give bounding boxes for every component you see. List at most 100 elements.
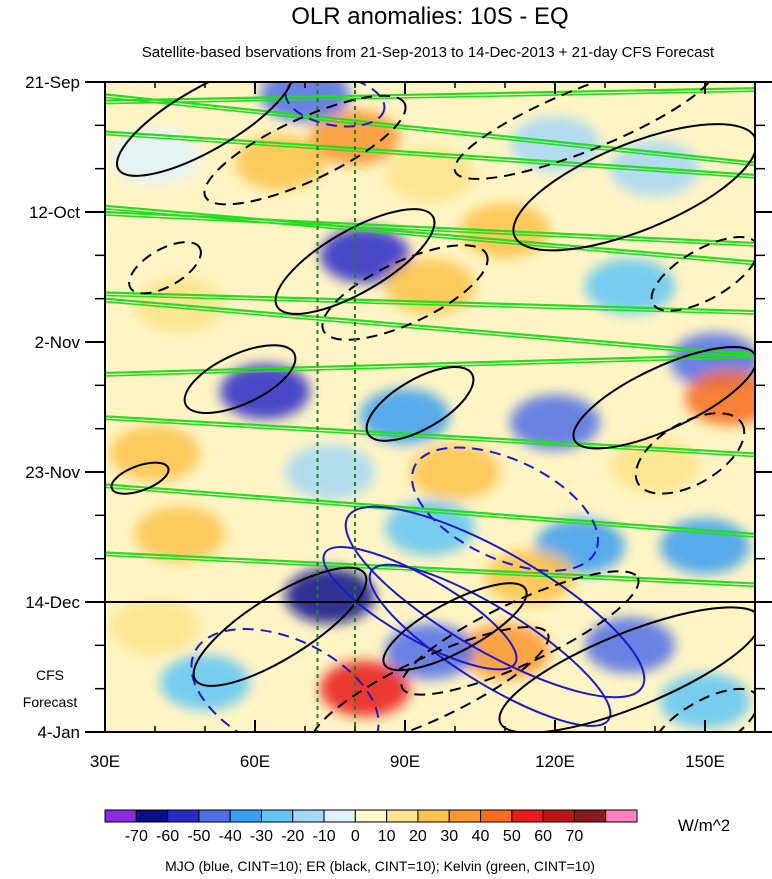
colorbar-swatch xyxy=(229,809,262,823)
colorbar-tick-label: -70 xyxy=(125,828,148,845)
colorbar-tick-label: 60 xyxy=(534,828,552,845)
x-tick-label: 90E xyxy=(390,752,420,771)
kelvin-contour-6 xyxy=(105,551,755,585)
anomaly-blob-21 xyxy=(135,506,225,562)
colorbar-tick-label: 30 xyxy=(440,828,458,845)
axes: 30E 60E 90E 120E 150E 21-Sep 12-Oct 2-Nov 23-Nov… xyxy=(25,73,772,771)
colorbar-swatch xyxy=(135,809,169,823)
mjo-contour-2 xyxy=(368,563,612,727)
er-contour-10 xyxy=(365,366,475,442)
colorbar: -70 -60 -50 -40 -30 -20 -10 0 10 20 30 40 50 60 70 xyxy=(104,809,638,845)
er-contour-8 xyxy=(512,123,755,252)
y-tick-label: 4-Jan xyxy=(37,723,80,742)
kelvin-contour-7 xyxy=(105,93,755,164)
anomaly-blob-12 xyxy=(585,258,675,315)
kelvin-contours xyxy=(105,87,755,588)
anomaly-blob-15 xyxy=(510,394,600,451)
mjo-contour-0 xyxy=(344,505,646,699)
kelvin-contour-inner-8 xyxy=(105,133,755,179)
colorbar-swatch xyxy=(104,809,137,823)
colorbar-tick-label: -10 xyxy=(312,828,335,845)
kelvin-contour-inner-3 xyxy=(105,356,755,377)
er-contour-12 xyxy=(110,461,170,495)
contour-legend-footnote: MJO (blue, CINT=10); ER (black, CINT=10)… xyxy=(165,858,595,874)
mjo-contour-4 xyxy=(410,446,600,572)
colorbar-swatch xyxy=(417,809,450,823)
anomaly-blob-1 xyxy=(235,134,325,191)
colorbar-units: W/m^2 xyxy=(678,816,730,835)
kelvin-contour-4 xyxy=(105,415,755,455)
chart-title: OLR anomalies: 10S - EQ xyxy=(291,3,568,30)
colorbar-swatch xyxy=(354,809,388,823)
forecast-label-line-2: Forecast xyxy=(23,694,78,710)
forecast-label-line-1: CFS xyxy=(36,667,64,683)
kelvin-contour-inner-10 xyxy=(105,300,755,359)
anomaly-blob-33 xyxy=(110,598,200,655)
er-contour-15 xyxy=(498,606,755,732)
kelvin-contour-1 xyxy=(105,204,755,263)
y-tick-label: 2-Nov xyxy=(35,333,81,352)
y-tick-label: 23-Nov xyxy=(25,463,80,482)
er-contour-24 xyxy=(650,687,755,732)
kelvin-contour-3 xyxy=(105,353,755,375)
anomaly-blob-24 xyxy=(285,567,375,624)
colorbar-tick-label: -50 xyxy=(187,828,210,845)
kelvin-contour-inner-9 xyxy=(105,90,755,105)
er-contour-20 xyxy=(650,236,755,312)
forecast-label: CFS Forecast xyxy=(23,667,78,710)
colorbar-tick-label: 40 xyxy=(472,828,490,845)
y-tick-label: 14-Dec xyxy=(25,593,80,612)
mjo-er-contours xyxy=(110,82,755,732)
kelvin-contour-inner-5 xyxy=(105,486,755,538)
y-tick-label: 21-Sep xyxy=(25,73,80,92)
colorbar-swatch xyxy=(167,809,200,823)
er-contour-14 xyxy=(382,582,528,672)
plot-area xyxy=(105,82,755,732)
er-contour-17 xyxy=(453,82,717,180)
anomaly-blob-4 xyxy=(260,82,350,123)
kelvin-contour-0 xyxy=(105,210,755,245)
colorbar-tick-label: 0 xyxy=(351,828,360,845)
anomaly-blob-2 xyxy=(385,147,475,203)
colorbar-swatch xyxy=(542,809,575,823)
y-tick-label: 12-Oct xyxy=(29,203,80,222)
chart-subtitle: Satellite-based bservations from 21-Sep-… xyxy=(142,44,715,61)
er-contour-7 xyxy=(274,208,436,315)
er-contour-6 xyxy=(116,82,294,177)
kelvin-contour-5 xyxy=(105,483,755,536)
colorbar-swatch xyxy=(480,809,513,823)
colorbar-swatch xyxy=(260,809,294,823)
kelvin-contour-2 xyxy=(105,291,755,313)
er-contour-18 xyxy=(128,241,202,295)
er-contour-23 xyxy=(310,625,550,732)
kelvin-contour-inner-2 xyxy=(105,294,755,315)
mjo-contour-3 xyxy=(284,82,386,128)
colorbar-tick-label: -60 xyxy=(156,828,179,845)
colorbar-swatch xyxy=(573,809,607,823)
mjo-contour-1 xyxy=(322,546,518,671)
colorbar-swatch xyxy=(292,809,325,823)
anomaly-blob-14 xyxy=(685,369,755,426)
anomaly-blob-30 xyxy=(160,654,250,711)
colorbar-swatch xyxy=(511,809,544,823)
er-contour-16 xyxy=(203,94,407,206)
colorbar-tick-label: 20 xyxy=(409,828,427,845)
x-tick-label: 60E xyxy=(240,752,270,771)
plot-frame xyxy=(104,81,756,733)
x-tick-label: 150E xyxy=(685,752,725,771)
colorbar-swatch xyxy=(386,809,419,823)
colorbar-swatch xyxy=(323,809,356,823)
anomaly-blob-7 xyxy=(320,227,410,284)
anomaly-blob-29 xyxy=(585,617,675,674)
colorbar-tick-label: -40 xyxy=(219,828,242,845)
colorbar-tick-label: 50 xyxy=(503,828,521,845)
colorbar-swatch xyxy=(605,809,638,823)
er-contour-22 xyxy=(400,570,640,696)
anomaly-blob-18 xyxy=(410,444,500,500)
er-contour-21 xyxy=(634,412,746,495)
anomaly-blob-17 xyxy=(285,444,375,500)
kelvin-contour-inner-7 xyxy=(105,96,755,167)
colorbar-tick-label: -20 xyxy=(281,828,304,845)
er-contour-9 xyxy=(183,344,297,415)
